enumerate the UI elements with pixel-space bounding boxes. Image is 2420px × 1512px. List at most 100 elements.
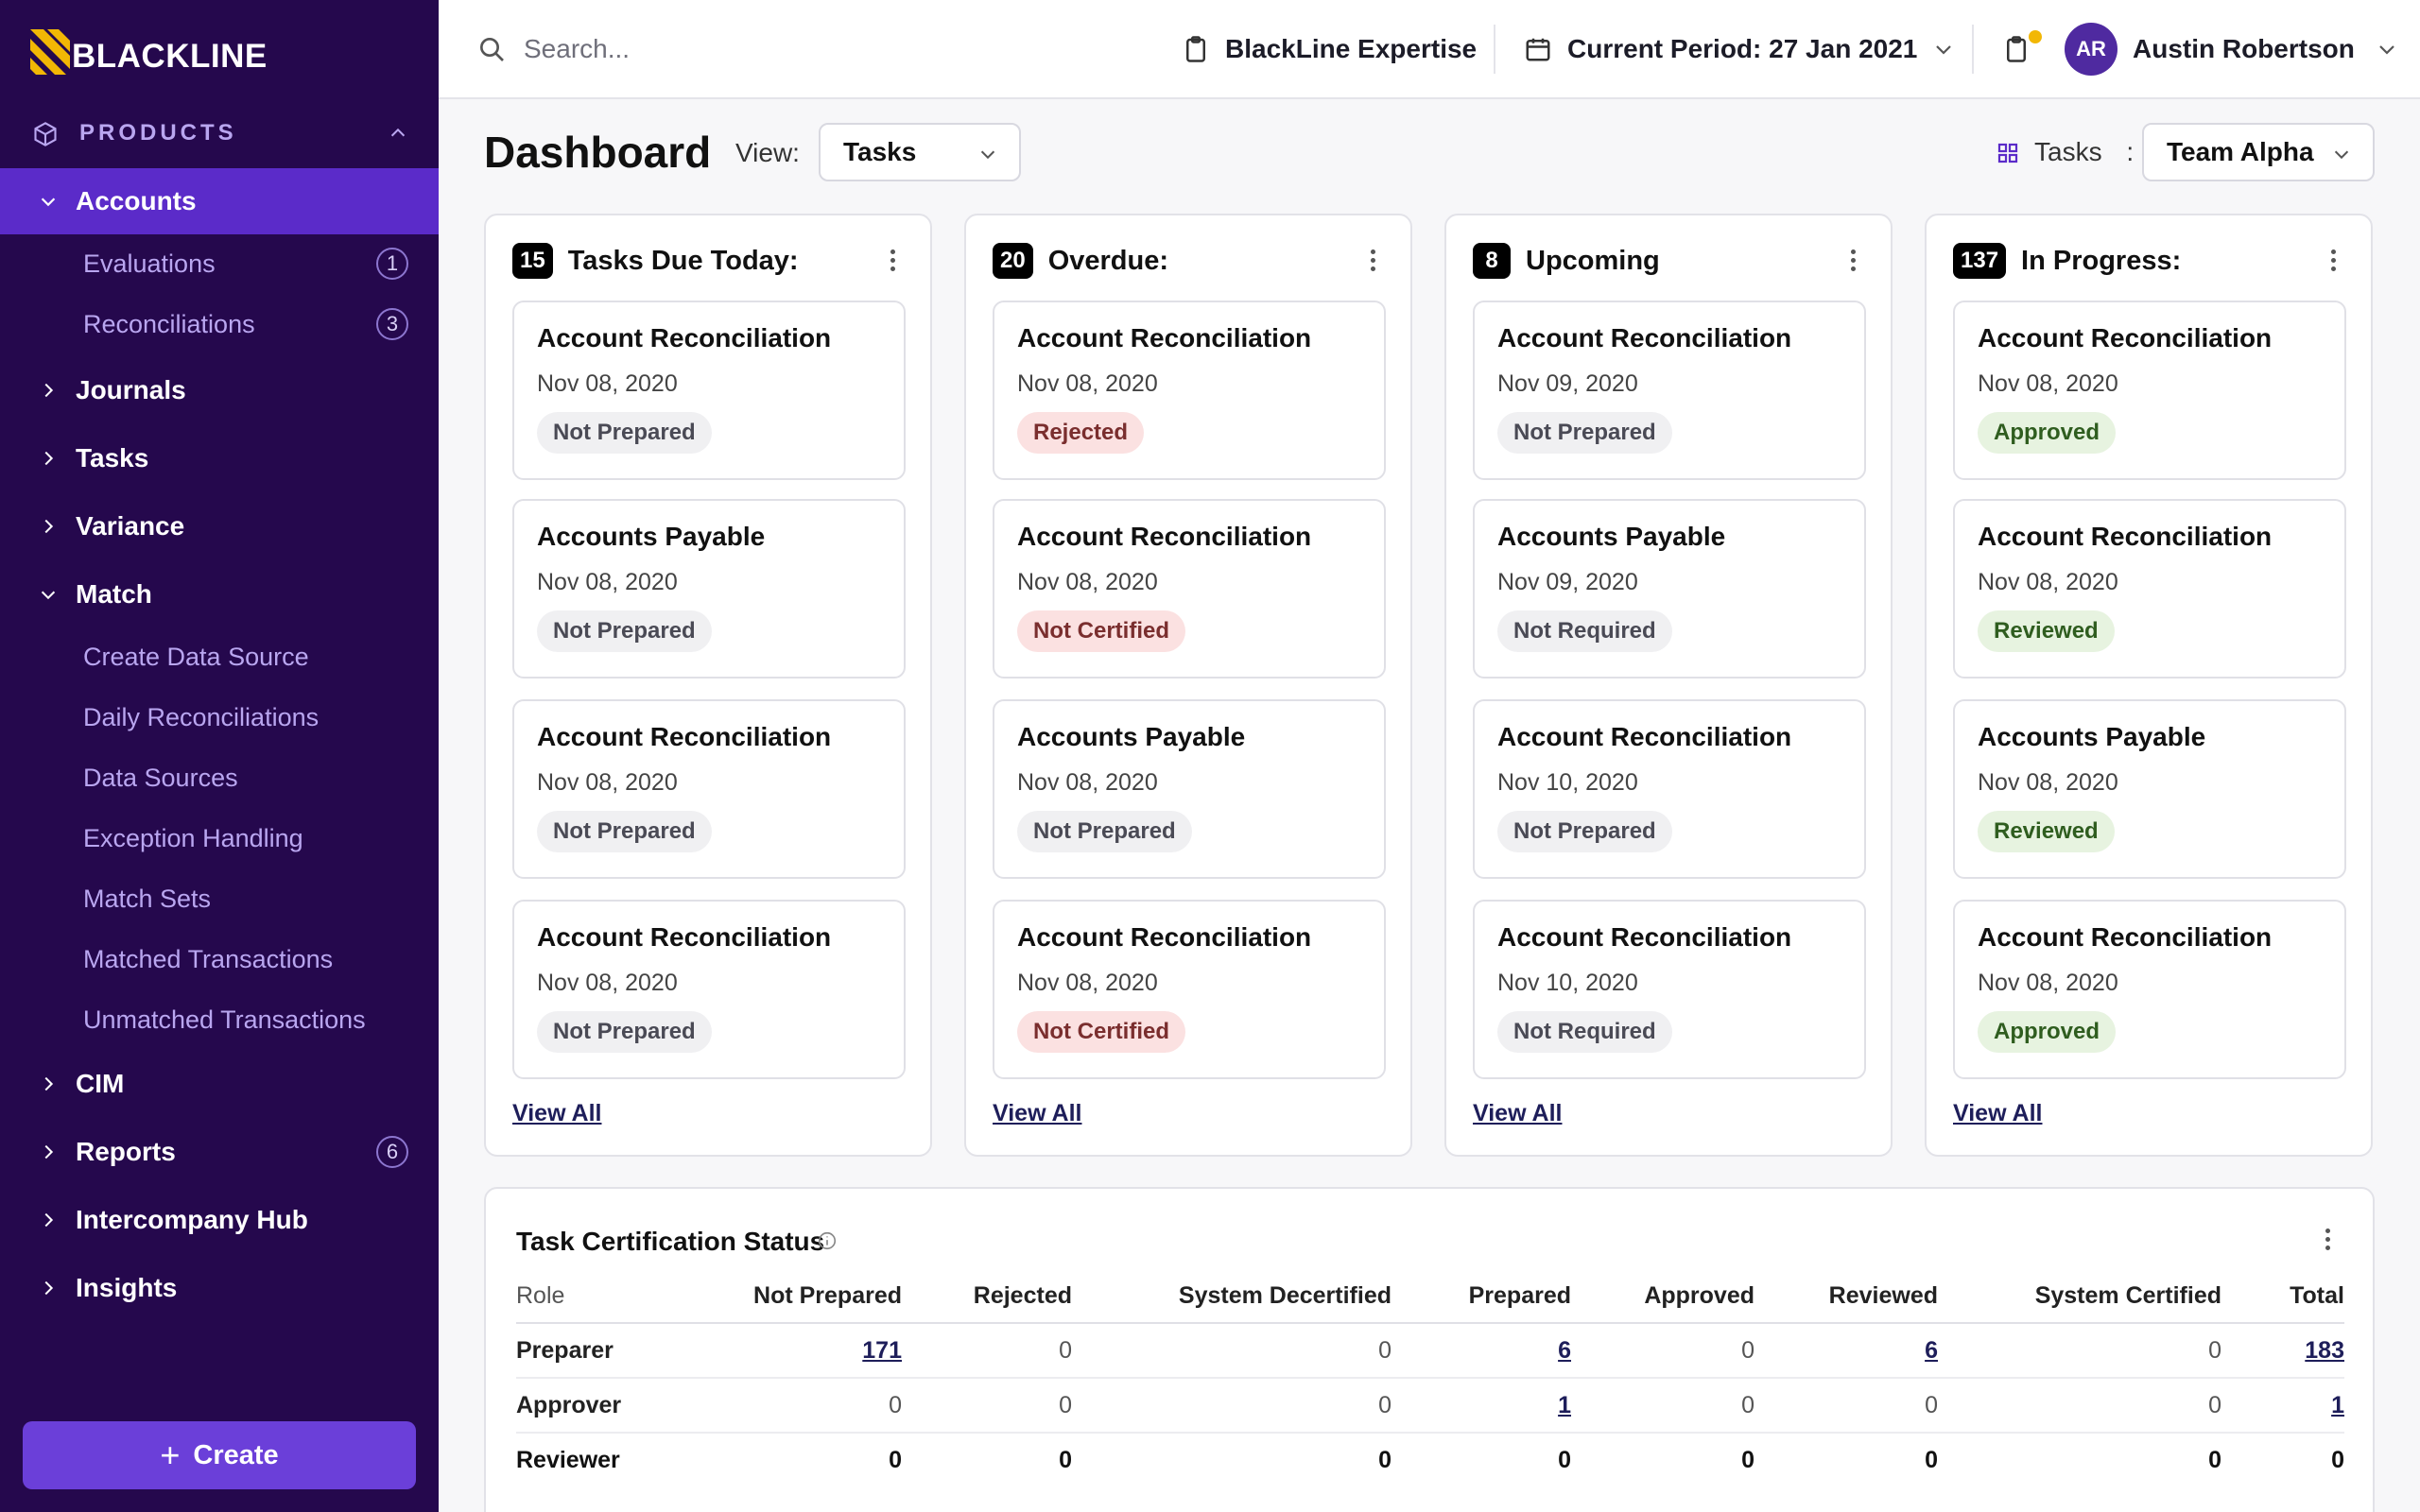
task-card[interactable]: Accounts Payable Nov 08, 2020 Not Prepared [512,499,906,679]
sidebar-item-label: Evaluations [83,249,216,278]
sidebar-item-tasks[interactable]: Tasks [0,425,439,491]
task-card-date: Nov 08, 2020 [537,370,678,397]
task-card[interactable]: Account Reconciliation Nov 08, 2020 Not Pr… [512,301,906,480]
task-card[interactable]: Account Reconciliation Nov 09, 2020 Not Pr… [1473,301,1866,480]
task-card-title: Account Reconciliation [537,323,832,352]
sidebar-item-accounts[interactable]: Accounts [0,168,439,234]
more-options-icon[interactable] [1849,249,1857,274]
task-column: 8 Upcoming Account Reconciliation Nov 09, 2… [1444,214,1893,1157]
status-badge: Reviewed [1978,811,2115,852]
view-all-link[interactable]: View All [1953,1100,2043,1126]
count-cell: 183 [2221,1323,2344,1379]
sidebar-item-exception-handling[interactable]: Exception Handling [0,813,439,866]
count-cell: 0 [902,1378,1072,1434]
view-all-link[interactable]: View All [993,1100,1082,1126]
current-period-selector[interactable]: Current Period: 27 Jan 2021 [1524,28,1955,70]
header-divider [1494,25,1495,74]
task-card[interactable]: Account Reconciliation Nov 08, 2020 Approv… [1953,900,2346,1079]
user-menu[interactable]: Austin Robertson [2133,28,2398,70]
sidebar-item-unmatched-transactions[interactable]: Unmatched Transactions [0,994,439,1047]
sidebar-item-label: Reconciliations [83,310,255,338]
sidebar-item-variance[interactable]: Variance [0,493,439,559]
column-header: Role [516,1270,686,1324]
create-button[interactable]: + Create [23,1421,416,1489]
more-options-icon[interactable] [1369,249,1376,274]
view-label: View: [735,138,800,167]
count-link[interactable]: 6 [1558,1336,1571,1364]
task-card[interactable]: Accounts Payable Nov 08, 2020 Reviewed [1953,699,2346,879]
task-card[interactable]: Account Reconciliation Nov 10, 2020 Not Re… [1473,900,1866,1079]
column-header: 20 Overdue: [993,242,1168,280]
sidebar-item-label: Unmatched Transactions [83,1005,366,1034]
sidebar-item-label: Exception Handling [83,824,303,852]
task-card[interactable]: Account Reconciliation Nov 08, 2020 Not Ce… [993,499,1386,679]
chevron-down-icon [41,591,56,600]
more-options-icon[interactable] [889,249,896,274]
team-select-value: Team Alpha [2167,137,2314,166]
chevron-down-icon [980,150,995,160]
task-card-title: Account Reconciliation [1497,922,1792,952]
sidebar-item-daily-reconciliations[interactable]: Daily Reconciliations [0,692,439,745]
task-card[interactable]: Account Reconciliation Nov 08, 2020 Review… [1953,499,2346,679]
view-select[interactable]: Tasks [819,123,1021,181]
notification-icon [2007,36,2026,62]
team-select[interactable]: Team Alpha [2142,123,2375,181]
role-cell: Approver [516,1378,686,1434]
create-button-label: Create [193,1439,279,1470]
sidebar-item-data-sources[interactable]: Data Sources [0,752,439,805]
avatar[interactable]: AR [2065,23,2118,76]
sidebar-item-matched-transactions[interactable]: Matched Transactions [0,934,439,987]
column-title: Tasks Due Today: [567,245,799,276]
sidebar-item-label: CIM [76,1069,125,1098]
sidebar-item-create-data-source[interactable]: Create Data Source [0,631,439,684]
current-period-label: Current Period: 27 Jan 2021 [1567,34,1918,63]
sidebar-item-match[interactable]: Match [0,561,439,627]
count-link[interactable]: 1 [2331,1391,2344,1418]
count-cell: 0 [1938,1323,2221,1379]
task-card[interactable]: Account Reconciliation Nov 08, 2020 Not Pr… [512,900,906,1079]
task-card[interactable]: Accounts Payable Nov 08, 2020 Not Prepared [993,699,1386,879]
calendar-icon [1526,38,1550,61]
products-label: PRODUCTS [79,120,237,146]
sidebar-item-reconciliations[interactable]: Reconciliations 3 [0,299,439,352]
task-card-title: Account Reconciliation [1978,922,2273,952]
more-options-icon[interactable] [2324,1228,2331,1253]
sidebar-item-journals[interactable]: Journals [0,357,439,423]
search-input[interactable] [524,28,996,70]
column-header: 15 Tasks Due Today: [512,242,799,280]
task-card-date: Nov 10, 2020 [1497,769,1638,796]
count-cell: 0 [1072,1323,1392,1379]
task-certification-panel: Task Certification Status Role Not Prepar… [484,1187,2375,1512]
count-cell: 0 [1558,1447,1571,1473]
task-card[interactable]: Account Reconciliation Nov 08, 2020 Reject… [993,301,1386,480]
sidebar-item-insights[interactable]: Insights [0,1255,439,1321]
products-section-header[interactable]: PRODUCTS [0,112,439,153]
sidebar-item-match-sets[interactable]: Match Sets [0,873,439,926]
task-card[interactable]: Account Reconciliation Nov 08, 2020 Approv… [1953,301,2346,480]
notifications-button[interactable] [2002,28,2031,70]
count-link[interactable]: 6 [1925,1336,1938,1364]
blackline-logo[interactable]: BLACKLINE [30,28,268,76]
count-link[interactable]: 171 [862,1336,902,1364]
count-link[interactable]: 1 [1558,1391,1571,1418]
sidebar-item-evaluations[interactable]: Evaluations 1 [0,238,439,291]
blackline-expertise-link[interactable]: BlackLine Expertise [1182,28,1477,70]
status-badge: Not Prepared [1497,412,1672,454]
task-card[interactable]: Accounts Payable Nov 09, 2020 Not Required [1473,499,1866,679]
view-all-link[interactable]: View All [1473,1100,1563,1126]
more-options-icon[interactable] [2329,249,2337,274]
view-all-link[interactable]: View All [512,1100,602,1126]
info-icon[interactable] [817,1230,838,1251]
task-card[interactable]: Account Reconciliation Nov 08, 2020 Not Pr… [512,699,906,879]
sidebar-item-intercompany-hub[interactable]: Intercompany Hub [0,1187,439,1253]
header-divider [1972,25,1974,74]
task-card-date: Nov 08, 2020 [1017,370,1158,397]
task-card[interactable]: Account Reconciliation Nov 10, 2020 Not Pr… [1473,699,1866,879]
sidebar-item-cim[interactable]: CIM [0,1051,439,1117]
tasks-separator: : [2126,137,2135,166]
task-card-title: Accounts Payable [537,522,766,551]
sidebar-item-label: Reports [76,1137,176,1166]
task-card[interactable]: Account Reconciliation Nov 08, 2020 Not Ce… [993,900,1386,1079]
sidebar-item-reports[interactable]: Reports 6 [0,1119,439,1185]
count-link[interactable]: 183 [2305,1336,2344,1364]
